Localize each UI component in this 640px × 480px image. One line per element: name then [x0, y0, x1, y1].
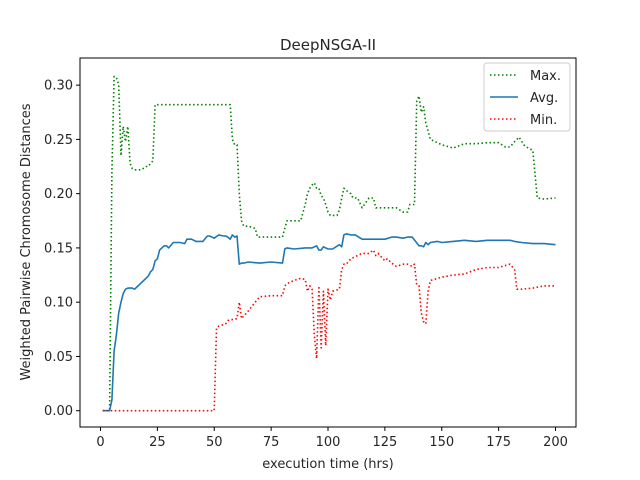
- series-line-min: [102, 249, 556, 412]
- x-tick-label: 125: [372, 435, 397, 450]
- series-line-max: [102, 75, 556, 412]
- legend-label-min: Min.: [530, 113, 557, 128]
- x-tick-label: 0: [96, 435, 104, 450]
- legend-label-max: Max.: [530, 69, 561, 84]
- y-axis-title: Weighted Pairwise Chromosome Distances: [19, 103, 34, 380]
- y-tick-label: 0.30: [44, 79, 73, 94]
- y-tick-label: 0.15: [44, 241, 73, 256]
- x-tick-label: 175: [486, 435, 511, 450]
- x-axis: 0 25 50 75 100 125 150 175 200: [96, 427, 568, 450]
- legend-box: [483, 62, 571, 132]
- y-tick-label: 0.00: [44, 404, 73, 419]
- chart-title: DeepNSGA-II: [280, 36, 376, 54]
- x-tick-label: 150: [429, 435, 454, 450]
- x-axis-title: execution time (hrs): [262, 457, 394, 472]
- x-tick-label: 50: [206, 435, 223, 450]
- series-layer: [102, 75, 556, 412]
- series-line-avg: [102, 233, 556, 412]
- x-tick-label: 100: [316, 435, 341, 450]
- x-tick-label: 25: [149, 435, 166, 450]
- y-tick-label: 0.20: [44, 187, 73, 202]
- legend-label-avg: Avg.: [530, 91, 558, 106]
- legend: Max. Avg. Min.: [483, 62, 571, 132]
- y-tick-label: 0.25: [44, 133, 73, 148]
- x-tick-label: 200: [543, 435, 568, 450]
- y-tick-label: 0.05: [44, 350, 73, 365]
- y-tick-label: 0.10: [44, 296, 73, 311]
- y-axis: 0.00 0.05 0.10 0.15 0.20 0.25 0.30: [44, 79, 80, 419]
- x-tick-label: 75: [263, 435, 280, 450]
